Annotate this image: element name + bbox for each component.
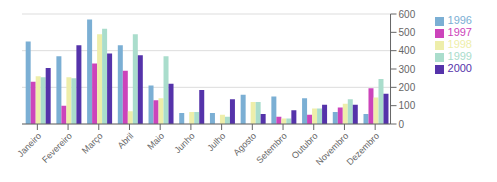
svg-text:Janeiro: Janeiro: [15, 131, 43, 159]
svg-text:Agosto: Agosto: [231, 131, 258, 158]
html-text:1997: 1997: [447, 26, 472, 38]
svg-text:Abril: Abril: [116, 131, 136, 151]
svg-text:Julho: Julho: [205, 131, 227, 153]
svg-text:400: 400: [399, 45, 416, 56]
svg-text:100: 100: [399, 100, 416, 111]
svg-text:Março: Março: [80, 131, 105, 156]
svg-text:600: 600: [399, 9, 416, 20]
svg-text:Dezembro: Dezembro: [345, 131, 381, 167]
svg-text:0: 0: [399, 119, 405, 130]
svg-text:Maio: Maio: [145, 131, 166, 152]
svg-text:Novembro: Novembro: [314, 130, 351, 168]
svg-text:Fevereiro: Fevereiro: [40, 131, 74, 165]
svg-text:Outubro: Outubro: [290, 131, 320, 161]
svg-text:500: 500: [399, 27, 416, 38]
svg-text:300: 300: [399, 64, 416, 75]
svg-text:200: 200: [399, 82, 416, 93]
svg-text:Setembro: Setembro: [254, 131, 289, 166]
html-text:2000: 2000: [447, 62, 472, 74]
html-text:1998: 1998: [447, 38, 472, 50]
html-text:1996: 1996: [447, 14, 472, 26]
svg-text:Junho: Junho: [172, 131, 196, 155]
html-text:1999: 1999: [447, 50, 472, 62]
